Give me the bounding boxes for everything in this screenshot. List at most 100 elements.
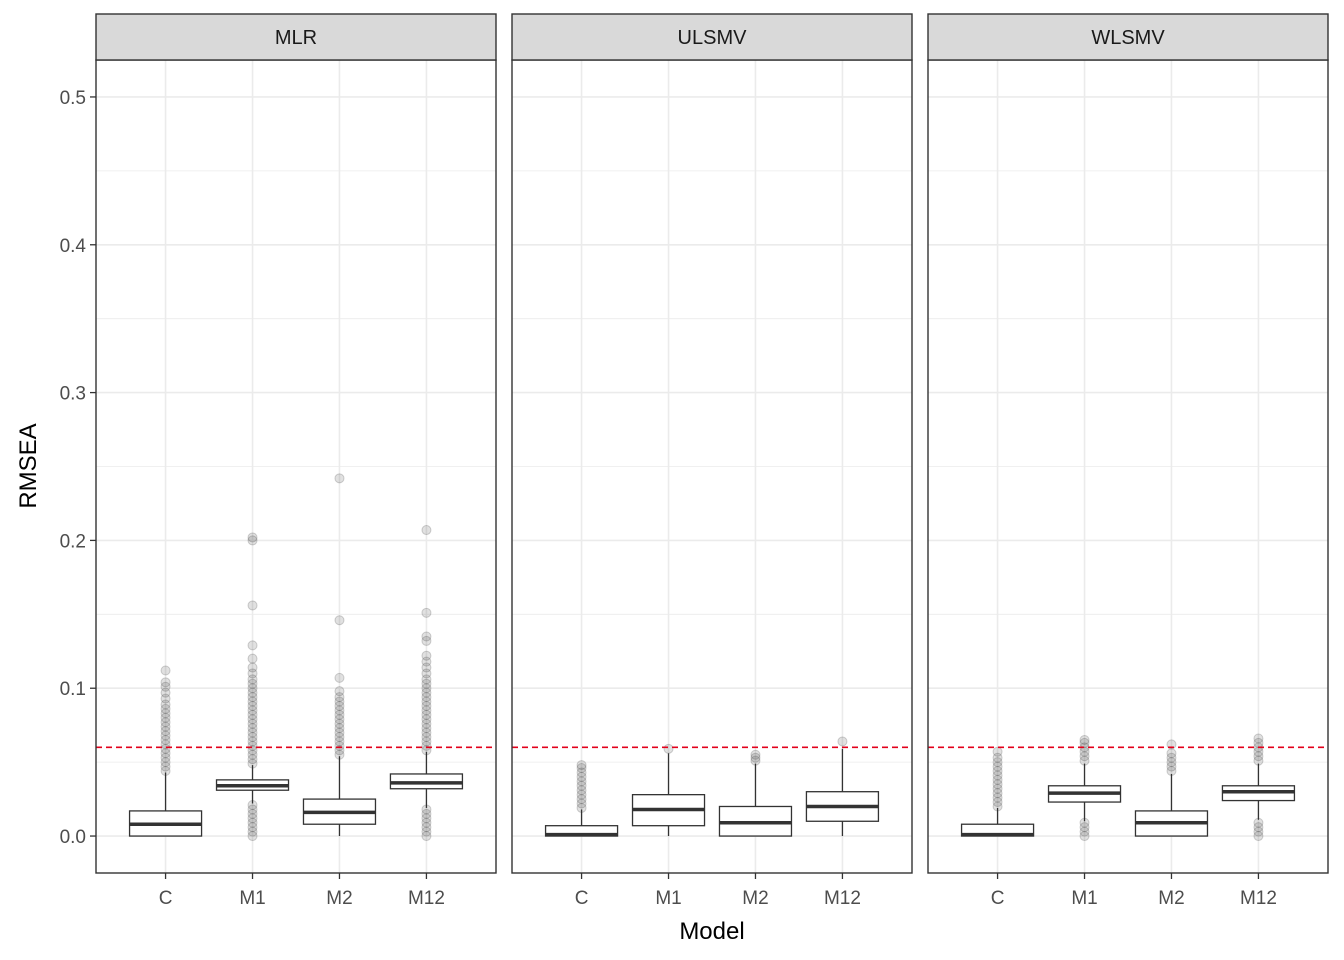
y-tick-label: 0.5 bbox=[60, 88, 86, 109]
outlier-point bbox=[247, 808, 258, 819]
outlier-point bbox=[160, 712, 171, 723]
outlier-point bbox=[160, 708, 171, 719]
outlier-point bbox=[247, 674, 258, 685]
outlier-point bbox=[247, 709, 258, 720]
outlier-point bbox=[421, 700, 432, 711]
box-mlr-m12 bbox=[389, 525, 464, 842]
outlier-point bbox=[160, 703, 171, 714]
outlier-point bbox=[750, 749, 761, 760]
outlier-point bbox=[160, 730, 171, 741]
outlier-point bbox=[421, 696, 432, 707]
outlier-point bbox=[160, 757, 171, 768]
outlier-point bbox=[421, 656, 432, 667]
outlier-point bbox=[663, 743, 674, 754]
outlier-point bbox=[421, 808, 432, 819]
outlier-point bbox=[421, 692, 432, 703]
x-tick-label: M1 bbox=[1071, 888, 1097, 909]
outlier-point bbox=[247, 653, 258, 664]
outlier-point bbox=[421, 525, 432, 536]
outlier-point bbox=[576, 767, 587, 778]
outlier-point bbox=[334, 696, 345, 707]
outlier-point bbox=[247, 687, 258, 698]
outlier-point bbox=[1253, 831, 1264, 842]
outlier-point bbox=[421, 607, 432, 618]
outlier-point bbox=[247, 668, 258, 679]
outlier-point bbox=[576, 760, 587, 771]
outlier-point bbox=[160, 748, 171, 759]
box-wlsmv-c bbox=[960, 746, 1035, 837]
box-mlr-m1 bbox=[215, 532, 290, 842]
outlier-point bbox=[334, 727, 345, 738]
y-tick-label: 0.4 bbox=[60, 236, 87, 257]
outlier-point bbox=[576, 780, 587, 791]
outlier-point bbox=[247, 535, 258, 546]
x-tick-label: M12 bbox=[824, 888, 861, 909]
outlier-point bbox=[1079, 746, 1090, 757]
outlier-point bbox=[160, 726, 171, 737]
outlier-point bbox=[421, 674, 432, 685]
x-tick-label: M12 bbox=[1240, 888, 1277, 909]
outlier-point bbox=[247, 822, 258, 833]
outlier-point bbox=[160, 687, 171, 698]
box-mlr-m2 bbox=[302, 473, 377, 837]
outlier-point bbox=[334, 473, 345, 484]
outlier-point bbox=[421, 687, 432, 698]
outlier-point bbox=[247, 736, 258, 747]
outlier-point bbox=[421, 650, 432, 661]
box-ulsmv-m12 bbox=[805, 736, 880, 837]
outlier-point bbox=[421, 705, 432, 716]
outlier-point bbox=[160, 681, 171, 692]
outlier-point bbox=[334, 615, 345, 626]
outlier-point bbox=[421, 813, 432, 824]
outlier-point bbox=[421, 736, 432, 747]
outlier-point bbox=[247, 678, 258, 689]
outlier-point bbox=[1079, 737, 1090, 748]
x-tick-label: M2 bbox=[742, 888, 768, 909]
outlier-point bbox=[247, 831, 258, 842]
outlier-point bbox=[160, 699, 171, 710]
outlier-point bbox=[160, 761, 171, 772]
outlier-point bbox=[334, 672, 345, 683]
outlier-point bbox=[576, 798, 587, 809]
strip-mlr bbox=[95, 13, 497, 61]
outlier-point bbox=[992, 746, 1003, 757]
outlier-point bbox=[421, 831, 432, 842]
outlier-point bbox=[992, 788, 1003, 799]
outlier-point bbox=[576, 794, 587, 805]
outlier-point bbox=[421, 723, 432, 734]
outlier-point bbox=[837, 736, 848, 747]
outlier-point bbox=[334, 709, 345, 720]
strip-label: ULSMV bbox=[678, 27, 748, 49]
panel-ulsmv: ULSMV C M1 M2 M12 bbox=[511, 13, 913, 909]
outlier-point bbox=[421, 678, 432, 689]
outlier-point bbox=[334, 732, 345, 743]
outlier-point bbox=[992, 797, 1003, 808]
outlier-point bbox=[1253, 751, 1264, 762]
outlier-point bbox=[992, 752, 1003, 763]
outlier-point bbox=[247, 817, 258, 828]
outlier-point bbox=[160, 665, 171, 676]
outlier-point bbox=[334, 705, 345, 716]
outlier-point bbox=[1166, 761, 1177, 772]
outlier-point bbox=[992, 761, 1003, 772]
outlier-point bbox=[1166, 752, 1177, 763]
outlier-point bbox=[247, 640, 258, 651]
outlier-point bbox=[247, 700, 258, 711]
outlier-point bbox=[992, 783, 1003, 794]
y-tick-label: 0.0 bbox=[60, 827, 86, 848]
strip-wlsmv bbox=[927, 13, 1329, 61]
x-tick-label: M2 bbox=[326, 888, 352, 909]
outlier-point bbox=[421, 662, 432, 673]
box-ulsmv-m2 bbox=[718, 749, 793, 837]
outlier-point bbox=[247, 732, 258, 743]
strip-label: WLSMV bbox=[1091, 27, 1165, 49]
outlier-point bbox=[992, 770, 1003, 781]
outlier-point bbox=[576, 785, 587, 796]
outlier-point bbox=[160, 693, 171, 704]
y-axis-title: RMSEA bbox=[15, 423, 42, 508]
panel-wlsmv: WLSMV C M1 M2 M12 bbox=[927, 13, 1329, 909]
outlier-point bbox=[247, 749, 258, 760]
outlier-point bbox=[421, 668, 432, 679]
x-tick-label: C bbox=[991, 888, 1005, 909]
